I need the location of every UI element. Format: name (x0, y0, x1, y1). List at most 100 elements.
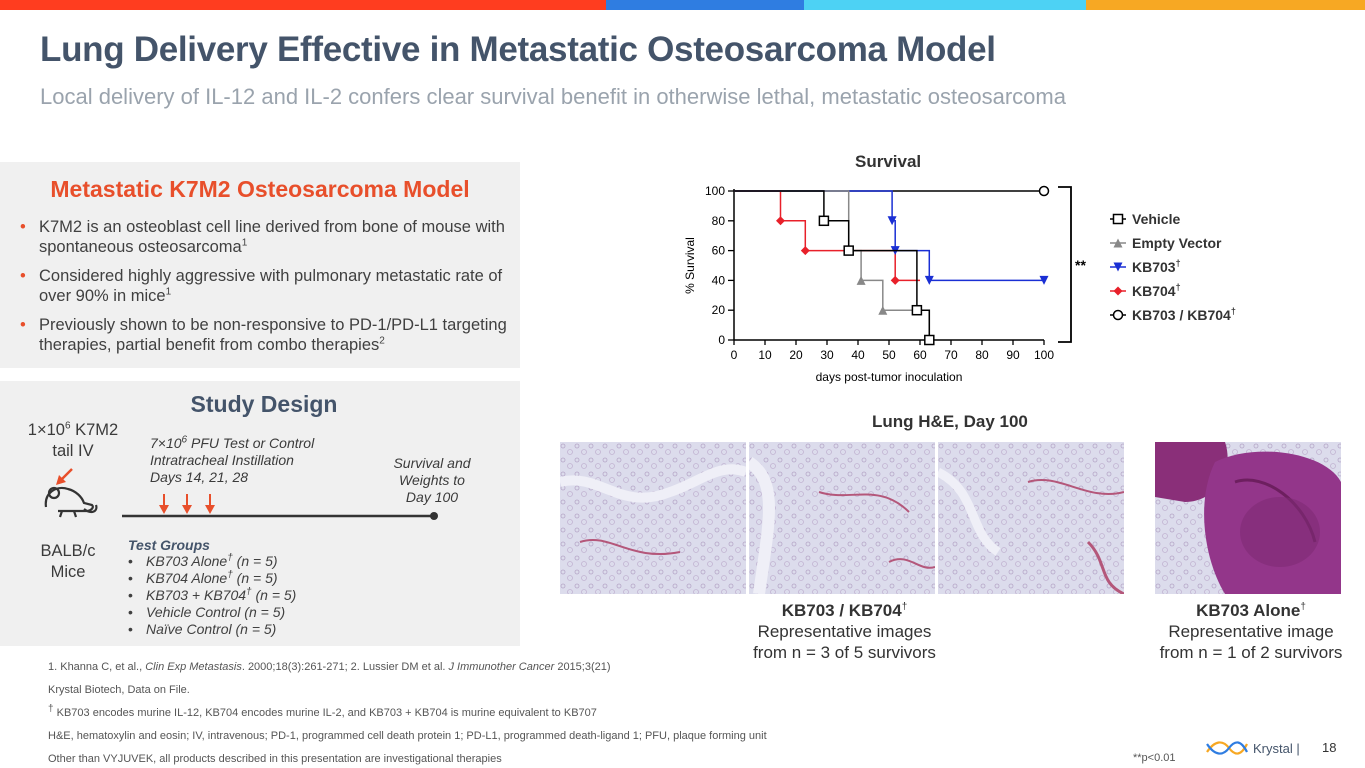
data-point (924, 275, 934, 285)
data-point (818, 215, 830, 227)
top-color-bar (0, 0, 1365, 10)
footnote-investigational: Other than VYJUVEK, all products describ… (48, 753, 502, 765)
histology-image-combo-3 (938, 442, 1124, 594)
test-group-item: • KB703 + KB704† (n = 5) (128, 587, 296, 604)
legend-entry: KB703 / KB704† (1110, 306, 1236, 323)
bullet-dot: • (20, 218, 26, 236)
x-axis-label: days post-tumor inoculation (816, 370, 963, 384)
data-point (1113, 286, 1123, 296)
legend-label: Vehicle (1132, 211, 1180, 227)
k7m2-exponent: 6 (64, 420, 71, 432)
y-axis-label: % Survival (683, 237, 697, 294)
caption-combo-line2: from n = 3 of 5 survivors (753, 643, 936, 662)
footnotes: 1. Khanna C, et al., Clin Exp Metastasis… (48, 660, 948, 768)
group-name: KB703 + KB704 (146, 587, 247, 603)
x-tick-label: 80 (975, 348, 989, 362)
data-point (1038, 185, 1050, 197)
x-tick-label: 20 (789, 348, 803, 362)
group-name: KB703 Alone (146, 553, 228, 569)
group-dot: • (128, 587, 133, 603)
group-name: Naïve Control (n = 5) (146, 621, 277, 637)
bullet-dot: • (20, 267, 26, 285)
x-tick-label: 50 (882, 348, 896, 362)
page-title: Lung Delivery Effective in Metastatic Os… (40, 30, 996, 69)
model-bullet: • Considered highly aggressive with pulmo… (20, 266, 510, 306)
pfu-desc: PFU Test or Control (187, 435, 315, 451)
significance-bracket (1058, 186, 1072, 343)
group-name: KB704 Alone (146, 570, 228, 586)
bar-segment-blue (606, 0, 804, 10)
series-line (734, 190, 1044, 282)
x-tick-label: 100 (1034, 348, 1054, 362)
series-line (734, 190, 920, 282)
y-tick-label: 20 (712, 303, 726, 317)
dose-arrows (159, 494, 215, 514)
data-point (924, 334, 935, 346)
data-point (800, 246, 810, 256)
data-point (878, 305, 888, 315)
group-dot: • (128, 553, 133, 569)
data-point (1112, 309, 1124, 321)
group-dot: • (128, 604, 133, 620)
x-tick-label: 0 (731, 348, 738, 362)
model-bullets: • K7M2 is an osteoblast cell line derived… (20, 217, 510, 364)
k7m2-route: tail IV (52, 442, 94, 460)
data-point (911, 304, 923, 316)
test-groups-title: Test Groups (128, 537, 210, 553)
group-n: (n = 5) (232, 570, 278, 586)
caption-alone-title: KB703 Alone (1196, 601, 1301, 620)
significance-label: ** (1075, 257, 1086, 273)
pfu-exponent: 6 (181, 434, 188, 446)
bullet-text: Considered highly aggressive with pulmon… (39, 267, 503, 305)
footnote-abbreviations: H&E, hematoxylin and eosin; IV, intraven… (48, 730, 767, 742)
data-point (890, 275, 900, 285)
legend-label: Empty Vector (1132, 235, 1222, 251)
x-tick-label: 60 (913, 348, 927, 362)
k7m2-name: K7M2 (70, 421, 119, 439)
pfu-route: Intratracheal Instillation (150, 452, 294, 468)
data-point (1113, 238, 1123, 248)
legend-entry: KB703† (1110, 258, 1181, 275)
ref-journal: Clin Exp Metastasis (145, 661, 242, 673)
x-tick-label: 70 (944, 348, 958, 362)
data-point (776, 216, 785, 226)
test-group-item: • KB703 Alone† (n = 5) (128, 553, 296, 570)
data-point (1039, 275, 1049, 285)
bullet-text: Previously shown to be non-responsive to… (39, 316, 507, 354)
ref-text: 1. Khanna C, et al., (48, 661, 146, 673)
caption-dagger: † (901, 601, 908, 613)
data-point (856, 275, 866, 285)
series-vehicle (734, 190, 935, 346)
cell-injection-label: 1×106 K7M2 tail IV (18, 420, 128, 462)
legend-entry: KB704† (1110, 282, 1181, 299)
group-dot: • (128, 570, 133, 586)
data-point (1113, 262, 1123, 272)
model-title: Metastatic K7M2 Osteosarcoma Model (50, 176, 470, 202)
caption-dagger: † (1300, 601, 1306, 613)
timeline-end-dot (430, 512, 438, 520)
y-tick-label: 100 (705, 184, 725, 198)
x-tick-label: 10 (758, 348, 772, 362)
series-kb703 (734, 190, 1049, 285)
x-tick-label: 90 (1006, 348, 1020, 362)
y-tick-label: 40 (712, 273, 726, 287)
legend-label: KB703 / KB704† (1132, 306, 1236, 323)
group-n: (n = 5) (232, 553, 278, 569)
histology-image-combo-2 (749, 442, 935, 594)
chart-title: Survival (855, 152, 922, 171)
data-point (843, 245, 854, 256)
dagger-symbol: † (48, 703, 54, 715)
mice-strain: BALB/c (40, 542, 96, 560)
mice-label: BALB/c Mice (18, 541, 118, 583)
endpoint-line: Weights to (399, 472, 465, 488)
group-dagger: † (227, 552, 233, 564)
x-tick-label: 30 (820, 348, 834, 362)
dna-logo-icon (1206, 741, 1248, 755)
test-group-item: • Naïve Control (n = 5) (128, 621, 296, 638)
bar-segment-amber (1086, 0, 1365, 10)
injection-arrow-icon (56, 468, 73, 485)
page-subtitle: Local delivery of IL-12 and IL-2 confers… (40, 84, 1066, 109)
data-point (1112, 213, 1124, 225)
model-panel: Metastatic K7M2 Osteosarcoma Model • K7M2… (0, 162, 520, 368)
legend-label: KB703† (1132, 258, 1181, 275)
